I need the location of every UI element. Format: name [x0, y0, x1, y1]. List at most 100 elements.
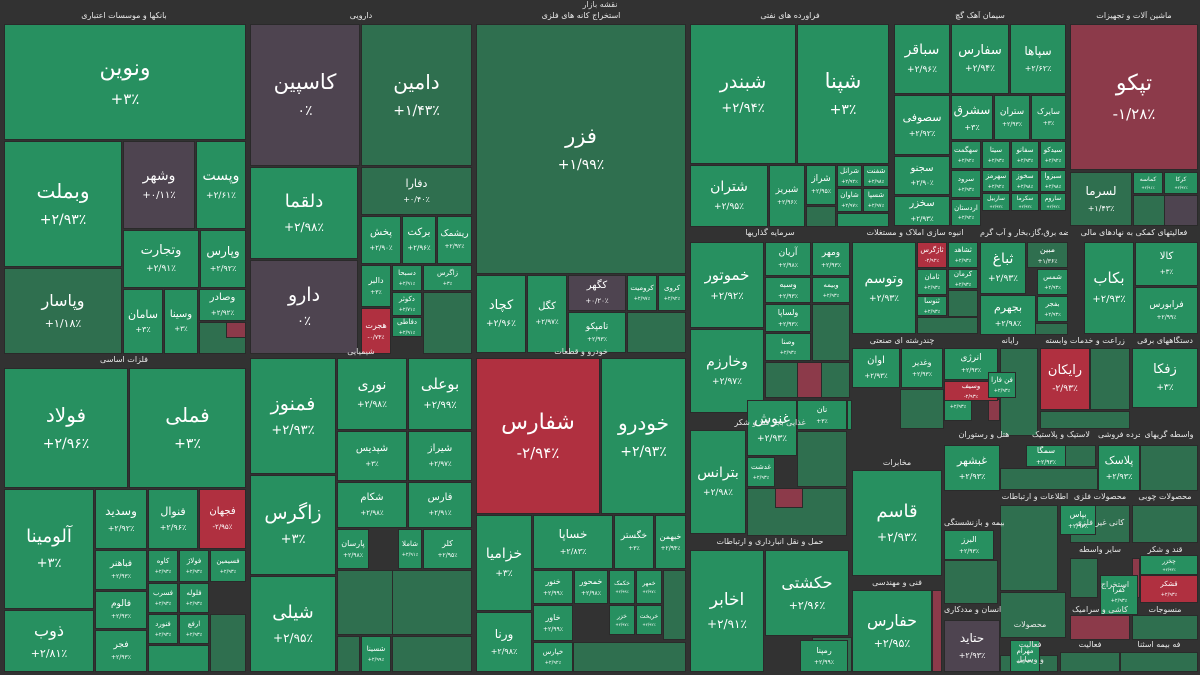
stock-tile[interactable]: سفانو +۲/۹۳٪: [1011, 141, 1039, 169]
stock-tile[interactable]: سمگا +۲/۹۳٪: [1026, 445, 1066, 467]
stock-tile[interactable]: کگهر +۰/۲۰٪: [568, 275, 626, 311]
stock-tile[interactable]: خودرو +۲/۹۳٪: [601, 358, 686, 514]
stock-tile[interactable]: خمهر +۲/۹۷٪: [636, 570, 662, 604]
stock-tile[interactable]: فالوم +۲/۹۳٪: [95, 591, 147, 629]
stock-tile[interactable]: برکت +۲/۹۶٪: [402, 216, 436, 264]
stock-tile[interactable]: قاسم +۲/۹۳٪: [852, 470, 942, 576]
stock-tile[interactable]: مهرام +۲/۹۳٪: [1010, 640, 1040, 672]
stock-tile[interactable]: کرکا +۲/۹۲٪: [1164, 172, 1198, 194]
treemap-cell[interactable]: [210, 614, 246, 672]
treemap-cell[interactable]: [627, 312, 686, 353]
stock-tile[interactable]: فولاژ +۲/۹۳٪: [179, 550, 209, 582]
stock-tile[interactable]: سامان +۳٪: [123, 289, 163, 354]
stock-tile[interactable]: ثشاهد +۲/۹۳٪: [948, 242, 978, 268]
stock-tile[interactable]: فلوله +۲/۹۳٪: [179, 583, 209, 613]
stock-tile[interactable]: شراز +۲/۹۵٪: [806, 165, 836, 205]
stock-tile[interactable]: ثاژگرس -۲/۹۲٪: [917, 242, 947, 268]
stock-tile[interactable]: البرز +۲/۹۳٪: [944, 530, 994, 560]
stock-tile[interactable]: ونوین +۳٪: [4, 24, 246, 140]
stock-tile[interactable]: کفرا +۲/۹۳٪: [1100, 575, 1138, 615]
treemap-cell[interactable]: [988, 399, 1000, 421]
stock-tile[interactable]: فن فارا +۲/۹۳٪: [988, 372, 1016, 398]
stock-tile[interactable]: بوعلی +۲/۹۹٪: [408, 358, 472, 430]
stock-tile[interactable]: رایکان -۲/۹۳٪: [1040, 348, 1090, 410]
stock-tile[interactable]: سیتا +۲/۹۳٪: [982, 141, 1010, 169]
stock-tile[interactable]: وپست +۲/۶۱٪: [196, 141, 246, 229]
stock-tile[interactable]: ثامان +۲/۹۳٪: [917, 269, 947, 295]
stock-tile[interactable]: سفارس +۲/۹۴٪: [951, 24, 1009, 94]
stock-tile[interactable]: ثباغ +۲/۹۳٪: [980, 242, 1026, 294]
stock-tile[interactable]: شپدیس +۳٪: [337, 431, 407, 481]
stock-tile[interactable]: کماسه +۲/۹۱٪: [1133, 172, 1163, 194]
stock-tile[interactable]: فزر +۱/۹۹٪: [476, 24, 686, 274]
treemap-cell[interactable]: [917, 317, 978, 334]
stock-tile[interactable]: نان +۳٪: [797, 400, 847, 430]
stock-tile[interactable]: ومهر +۲/۹۳٪: [812, 242, 850, 276]
stock-tile[interactable]: مبین +۱/۳۶٪: [1027, 242, 1068, 268]
stock-tile[interactable]: تپکو -۱/۲۸٪: [1070, 24, 1198, 170]
stock-tile[interactable]: شسینا +۲/۹۹٪: [361, 636, 391, 672]
treemap-cell[interactable]: [226, 322, 246, 338]
stock-tile[interactable]: وسدید +۲/۹۲٪: [95, 489, 147, 549]
stock-tile[interactable]: ذوب +۲/۸۱٪: [4, 610, 94, 672]
stock-tile[interactable]: فسرب +۲/۹۳٪: [148, 583, 178, 613]
stock-tile[interactable]: شبریز +۲/۹۶٪: [769, 165, 805, 227]
stock-tile[interactable]: ریشمک +۲/۹۲٪: [437, 216, 472, 264]
stock-tile[interactable]: غبشهر +۲/۹۳٪: [944, 445, 1000, 491]
stock-tile[interactable]: لسرما +۱/۴۳٪: [1070, 172, 1132, 226]
stock-tile[interactable]: فجر +۲/۹۳٪: [95, 630, 147, 672]
stock-tile[interactable]: وتجارت +۲/۹۱٪: [123, 230, 199, 288]
treemap-cell[interactable]: [1070, 558, 1098, 598]
stock-tile[interactable]: خریخت +۲/۹۲٪: [636, 605, 662, 635]
stock-tile[interactable]: زفکا +۳٪: [1132, 348, 1198, 408]
stock-tile[interactable]: کگل +۲/۹۷٪: [527, 275, 567, 353]
stock-tile[interactable]: رمپنا +۲/۹۹٪: [800, 640, 848, 672]
treemap-cell[interactable]: [1120, 652, 1198, 672]
stock-tile[interactable]: فملی +۳٪: [129, 368, 246, 488]
stock-tile[interactable]: فسیمین +۲/۹۳٪: [210, 550, 246, 582]
stock-tile[interactable]: وسیف -۲/۹۳٪: [944, 381, 998, 401]
treemap-cell[interactable]: [1132, 505, 1198, 543]
stock-tile[interactable]: پخش +۲/۹۰٪: [361, 216, 401, 264]
treemap-cell[interactable]: [1000, 505, 1058, 591]
stock-tile[interactable]: اوان +۲/۹۳٪: [852, 348, 900, 388]
stock-tile[interactable]: آریان +۲/۹۸٪: [765, 242, 811, 276]
stock-tile[interactable]: کروی +۲/۹۲٪: [658, 275, 686, 311]
stock-tile[interactable]: شتران +۲/۹۵٪: [690, 165, 768, 227]
stock-tile[interactable]: سبزوا +۲/۹۸٪: [1040, 170, 1066, 192]
treemap-cell[interactable]: [1140, 445, 1198, 491]
stock-tile[interactable]: سخزر +۲/۹۳٪: [894, 196, 950, 226]
stock-tile[interactable]: کروميت +۲/۹۷٪: [627, 275, 657, 311]
stock-tile[interactable]: شرانل +۲/۹۲٪: [837, 165, 862, 187]
stock-tile[interactable]: دلقما +۲/۹۸٪: [250, 167, 358, 259]
stock-tile[interactable]: وصنا +۲/۹۳٪: [765, 333, 811, 361]
stock-tile[interactable]: نوری +۲/۹۸٪: [337, 358, 407, 430]
stock-tile[interactable]: کاوه +۲/۹۳٪: [148, 550, 178, 582]
stock-tile[interactable]: شمس +۲/۹۳٪: [1037, 269, 1068, 295]
treemap-cell[interactable]: [1040, 411, 1130, 429]
stock-tile[interactable]: سایرک +۳٪: [1031, 95, 1066, 140]
stock-tile[interactable]: شپنا +۳٪: [797, 24, 889, 164]
stock-tile[interactable]: شفارس -۲/۹۴٪: [476, 358, 600, 514]
stock-tile[interactable]: فنوال +۲/۹۶٪: [148, 489, 198, 549]
stock-tile[interactable]: کچاد +۲/۹۶٪: [476, 275, 526, 353]
stock-tile[interactable]: حفارس +۲/۹۵٪: [852, 590, 932, 672]
stock-tile[interactable]: وصادر +۲/۹۲٪: [199, 289, 246, 321]
stock-tile[interactable]: سهرمز +۲/۹۲٪: [982, 170, 1010, 192]
stock-tile[interactable]: خگستر +۳٪: [614, 515, 654, 569]
stock-tile[interactable]: غدشت +۲/۹۳٪: [747, 457, 775, 487]
treemap-cell[interactable]: [812, 304, 850, 361]
stock-tile[interactable]: تامپکو +۲/۹۳٪: [568, 312, 626, 353]
stock-tile[interactable]: دالبر +۳٪: [361, 265, 391, 307]
stock-tile[interactable]: فارس +۲/۹۱٪: [408, 482, 472, 528]
stock-tile[interactable]: وبیمه +۲/۹۳٪: [812, 277, 850, 303]
stock-tile[interactable]: بپاس +۲/۹۳٪: [1060, 505, 1096, 535]
stock-tile[interactable]: شکام +۲/۹۸٪: [337, 482, 407, 528]
treemap-cell[interactable]: [948, 290, 978, 317]
treemap-cell[interactable]: [663, 570, 686, 640]
stock-tile[interactable]: بکاب +۲/۹۳٪: [1084, 242, 1134, 334]
stock-tile[interactable]: کاسپین ۰٪: [250, 24, 360, 166]
stock-tile[interactable]: شبندر +۲/۹۴٪: [690, 24, 796, 164]
stock-tile[interactable]: سشرق +۳٪: [951, 95, 993, 140]
stock-tile[interactable]: کرمان +۲/۹۳٪: [948, 269, 978, 289]
